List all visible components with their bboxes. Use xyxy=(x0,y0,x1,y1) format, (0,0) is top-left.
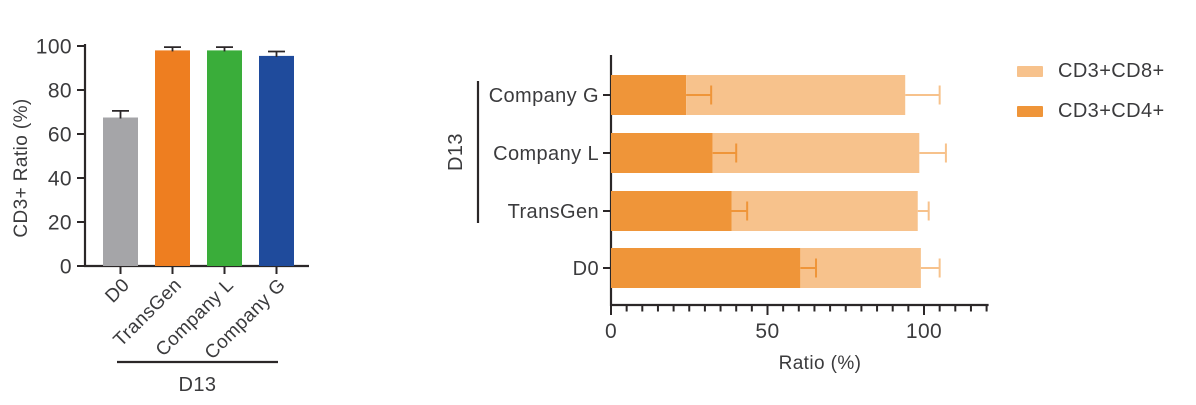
segment-cd4-company-g xyxy=(611,75,687,115)
bar-d0 xyxy=(103,117,138,266)
group-label: D13 xyxy=(179,374,217,396)
segment-cd8-company-g xyxy=(686,75,906,115)
legend-label-cd4: CD3+CD4+ xyxy=(1058,100,1165,122)
cd4-cd8-stacked-bar-chart: 0 50 100 Ratio (%) Company G Company L TransGe… xyxy=(445,55,989,374)
y-tick-label: 40 xyxy=(48,168,72,191)
segment-cd8-d0 xyxy=(800,248,921,288)
bar-transgen xyxy=(155,50,190,267)
segment-cd4-transgen xyxy=(611,191,732,231)
cd3-cd8-swatch-icon xyxy=(1017,66,1043,77)
y-axis-title: CD3+ Ratio (%) xyxy=(11,98,32,237)
x-axis-title: Ratio (%) xyxy=(779,353,862,374)
legend-item-cd4: CD3+CD4+ xyxy=(1017,100,1165,123)
x-category-label-d0: D0 xyxy=(101,275,134,308)
segment-cd8-transgen xyxy=(731,191,918,231)
chart-legend: CD3+CD8+ CD3+CD4+ xyxy=(1017,60,1165,140)
group-label: D13 xyxy=(445,133,467,171)
legend-label-cd8: CD3+CD8+ xyxy=(1058,60,1165,82)
bar-company-l xyxy=(207,50,242,267)
cd3-cd4-swatch-icon xyxy=(1017,106,1043,117)
segment-cd4-d0 xyxy=(611,248,801,288)
y-tick-label: 20 xyxy=(48,212,72,235)
y-category-label-transgen: TransGen xyxy=(508,201,599,223)
y-tick-label: 60 xyxy=(48,124,72,147)
y-category-label-d0: D0 xyxy=(573,258,599,280)
x-tick-label: 50 xyxy=(755,320,779,343)
segment-cd8-company-l xyxy=(712,133,920,173)
x-tick-label: 100 xyxy=(906,320,942,343)
segment-cd4-company-l xyxy=(611,133,713,173)
bar-company-g xyxy=(259,55,294,267)
legend-item-cd8: CD3+CD8+ xyxy=(1017,60,1165,83)
y-category-label-company-l: Company L xyxy=(493,143,599,165)
y-category-label-company-g: Company G xyxy=(489,85,599,107)
y-tick-label: 80 xyxy=(48,80,72,103)
y-tick-label: 0 xyxy=(60,256,72,279)
y-tick-label: 100 xyxy=(36,36,72,59)
x-tick-label: 0 xyxy=(605,320,617,343)
